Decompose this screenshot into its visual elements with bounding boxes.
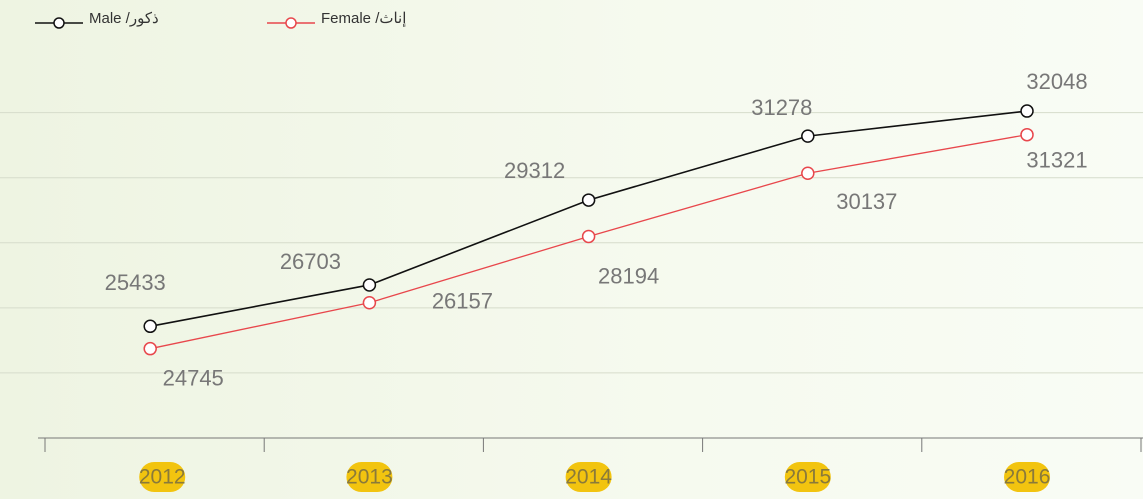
- data-point: [801, 166, 815, 180]
- data-label: 32048: [1026, 69, 1087, 94]
- data-point: [581, 193, 596, 207]
- data-label: 25433: [105, 270, 166, 295]
- data-point: [1020, 104, 1034, 118]
- data-point: [581, 229, 596, 244]
- year-badge: [1004, 462, 1051, 492]
- data-label: 26157: [432, 289, 493, 314]
- x-tick-label: 2015: [784, 466, 831, 489]
- data-label: 24745: [163, 365, 224, 390]
- x-tick-label: 2013: [346, 466, 393, 489]
- x-tick-label: 2012: [139, 466, 186, 489]
- year-badge: [139, 462, 186, 492]
- data-point: [801, 129, 815, 143]
- legend-label: إناث/ Female: [321, 10, 406, 27]
- data-label: 29312: [504, 158, 565, 183]
- year-badge: [565, 462, 612, 492]
- data-label: 26703: [280, 249, 341, 274]
- year-badge: [346, 462, 393, 492]
- data-point: [143, 319, 157, 334]
- data-label: 28194: [598, 263, 659, 288]
- x-tick-label: 2016: [1004, 466, 1051, 489]
- data-label: 31321: [1026, 148, 1087, 173]
- x-tick-label: 2014: [565, 466, 612, 489]
- data-point: [362, 278, 377, 292]
- legend-marker: [285, 17, 297, 29]
- data-point: [143, 341, 157, 356]
- series-line: [150, 110, 1028, 328]
- data-point: [1020, 127, 1034, 142]
- data-label: 31278: [751, 95, 812, 120]
- legend-marker: [53, 17, 65, 29]
- year-badge: [784, 462, 831, 492]
- legend-label: ذكور/ Male: [89, 10, 159, 27]
- data-label: 30137: [836, 189, 897, 214]
- data-point: [362, 295, 377, 310]
